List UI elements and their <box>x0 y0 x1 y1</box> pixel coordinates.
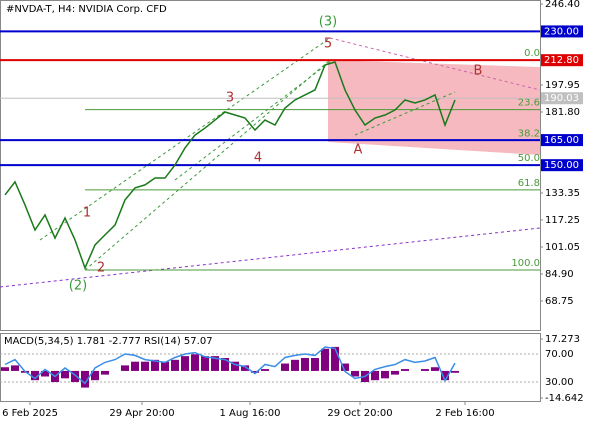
rsi-tick-label: 70.00 <box>545 349 574 360</box>
wave-label: B <box>474 64 483 79</box>
level-box: 212.80 <box>541 54 583 67</box>
macd-bar <box>41 370 49 377</box>
wave-label: 3 <box>226 91 234 106</box>
macd-bar <box>61 370 69 379</box>
macd-bar <box>281 363 289 371</box>
macd-bar <box>231 361 239 371</box>
fib-label: 50.0 <box>518 153 540 164</box>
level-box: 230.00 <box>541 25 583 38</box>
fib-label: 0.0 <box>524 48 540 59</box>
macd-bar <box>91 370 99 381</box>
price-line <box>4 61 456 271</box>
macd-bar <box>341 363 349 371</box>
macd-bar <box>121 365 129 371</box>
indicator-tick-label: -14.642 <box>545 393 584 404</box>
x-tick-label: 6 Feb 2025 <box>2 408 58 419</box>
y-tick-label: 117.25 <box>545 215 580 226</box>
indicator-label: MACD(5,34,5) 1.781 -2.777 RSI(14) 57.07 <box>4 336 213 347</box>
wave-label: (2) <box>69 279 87 294</box>
x-tick-label: 1 Aug 16:00 <box>219 408 280 419</box>
macd-bar <box>301 357 309 371</box>
macd-bar <box>451 370 459 373</box>
wave-label: A <box>354 143 363 158</box>
macd-bar <box>71 370 79 383</box>
y-tick-label: 101.05 <box>545 242 580 253</box>
x-tick-label: 29 Apr 20:00 <box>109 408 174 419</box>
wave-label: (3) <box>319 15 337 30</box>
level-label: 212.80 <box>544 55 579 66</box>
macd-bar <box>11 365 19 371</box>
y-tick-label: 246.40 <box>545 0 580 10</box>
chart-title: #NVDA-T, H4: NVIDIA Corp. CFD <box>6 4 167 15</box>
level-label: 165.00 <box>544 135 579 146</box>
level-box-bg <box>541 92 583 105</box>
macd-bar <box>191 354 199 371</box>
macd-bar <box>261 369 269 371</box>
macd-bar <box>181 356 189 371</box>
wave-label: 4 <box>254 151 262 166</box>
x-tick-label: 2 Feb 16:00 <box>435 408 494 419</box>
macd-bar <box>311 357 319 371</box>
macd-bar <box>141 361 149 371</box>
macd-bar <box>221 357 229 371</box>
wave-channels <box>0 37 541 288</box>
macd-bar <box>391 370 399 375</box>
level-box: 190.03 <box>541 92 583 105</box>
rsi-line <box>4 346 456 385</box>
macd-bar <box>351 370 359 377</box>
macd-bar <box>241 365 249 371</box>
macd-bar <box>81 370 89 388</box>
macd-bar <box>431 367 439 371</box>
fib-label: 38.2 <box>518 128 540 139</box>
level-box-bg <box>541 54 583 67</box>
x-tick-label: 29 Oct 20:00 <box>327 408 392 419</box>
y-tick-label: 84.90 <box>545 269 574 280</box>
level-label: 150.00 <box>544 160 579 171</box>
y-tick-label: 197.95 <box>545 80 580 91</box>
level-box-bg <box>541 134 583 147</box>
wave-label: 1 <box>83 206 91 221</box>
wave-label: 2 <box>97 261 105 276</box>
fib-label: 23.6 <box>518 98 540 109</box>
macd-bar <box>131 361 139 371</box>
macd-bar <box>171 359 179 371</box>
macd-bar <box>1 367 9 371</box>
rsi-tick-label: 30.00 <box>545 377 574 388</box>
fib-label: 61.8 <box>518 178 540 189</box>
wave-label: 5 <box>324 37 332 52</box>
macd-bar <box>211 356 219 371</box>
macd-bar <box>371 370 379 381</box>
macd-bar <box>291 359 299 371</box>
level-box: 150.00 <box>541 159 583 172</box>
macd-bar <box>441 370 449 381</box>
level-box: 165.00 <box>541 134 583 147</box>
fib-label: 100.0 <box>511 258 540 269</box>
macd-bar <box>101 370 109 375</box>
macd-bar <box>331 346 339 371</box>
indicator-tick-label: 17.273 <box>545 334 580 345</box>
macd-bar <box>31 370 39 381</box>
correction-zone <box>328 60 540 155</box>
y-tick-label: 181.80 <box>545 107 580 118</box>
level-box-bg <box>541 25 583 38</box>
macd-bar <box>321 348 329 371</box>
macd-bar <box>381 370 389 379</box>
macd-bar <box>251 370 259 373</box>
level-label: 190.03 <box>544 93 579 104</box>
y-tick-label: 133.35 <box>545 188 580 199</box>
level-label: 230.00 <box>544 26 579 37</box>
level-box-bg <box>541 159 583 172</box>
macd-bar <box>151 359 159 371</box>
macd-bar <box>161 361 169 371</box>
indicator-frame <box>0 333 541 402</box>
macd-bar <box>201 356 209 371</box>
macd-bar <box>421 369 429 371</box>
macd-bar <box>401 369 409 371</box>
y-tick-label: 68.75 <box>545 296 574 307</box>
